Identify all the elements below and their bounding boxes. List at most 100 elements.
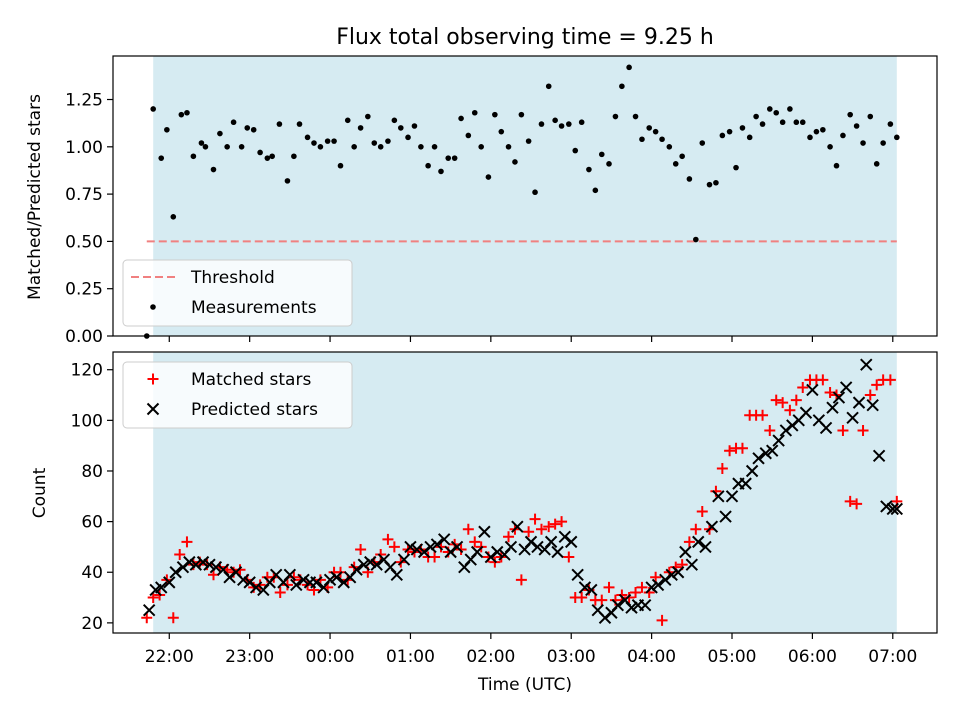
predicted-star-marker [478, 525, 491, 538]
measurement-point [733, 164, 739, 171]
legend-predicted-label: Predicted stars [191, 400, 318, 420]
x-tick-label: 22:00 [145, 647, 194, 667]
predicted-star-marker [611, 598, 625, 612]
predicted-star-marker [705, 520, 719, 533]
matched-star-marker [254, 579, 266, 591]
measurement-point [853, 123, 860, 129]
measurement-point [391, 117, 398, 124]
measurement-point [296, 121, 303, 127]
measurement-point [170, 214, 177, 220]
measurement-point [411, 123, 418, 129]
measurement-point [867, 113, 874, 120]
predicted-star-marker [685, 558, 699, 571]
measurement-point [706, 181, 713, 188]
matched-star-marker [556, 516, 568, 528]
measurement-point [578, 119, 585, 126]
measurement-point [572, 147, 579, 154]
predicted-star-marker [357, 558, 371, 571]
predicted-star-marker [430, 538, 444, 551]
legend-matched-swatch [147, 373, 159, 385]
bottom-legend-box [122, 361, 353, 429]
measurement-point [377, 144, 384, 150]
measurement-point [264, 155, 271, 161]
predicted-star-marker [410, 543, 424, 556]
measurement-point [746, 134, 753, 141]
predicted-star-marker [544, 535, 558, 549]
matched-star-marker [549, 518, 561, 530]
matched-star-marker [462, 523, 474, 535]
matched-star-marker [857, 424, 869, 436]
measurement-point [458, 115, 464, 122]
matched-star-marker [181, 536, 193, 548]
matched-star-marker [281, 579, 293, 591]
measurement-point [693, 236, 699, 243]
matched-star-marker [382, 533, 394, 545]
predicted-star-marker [880, 500, 893, 513]
measurement-point [210, 166, 217, 173]
predicted-star-marker [872, 449, 886, 463]
matched-star-marker [375, 549, 387, 561]
predicted-star-marker [511, 520, 524, 533]
predicted-star-marker [832, 391, 846, 404]
bottom-y-tick-label: 120 [71, 361, 103, 381]
measurement-point [431, 144, 438, 150]
matched-star-marker [736, 442, 748, 454]
predicted-star-marker [671, 566, 685, 579]
matched-star-marker [576, 592, 588, 604]
measurement-point [860, 140, 866, 146]
measurement-point [639, 136, 645, 143]
matched-star-marker [777, 397, 789, 409]
measurement-point [164, 126, 170, 133]
measurement-point [291, 153, 297, 160]
matched-star-marker [690, 523, 702, 535]
x-tick-label: 00:00 [306, 647, 355, 667]
predicted-star-marker [565, 535, 578, 549]
measurement-point [150, 106, 156, 112]
top-y-tick-label: 0.00 [65, 327, 103, 347]
matched-star-marker [851, 498, 863, 510]
measurement-point [713, 179, 719, 186]
matched-star-marker [616, 589, 628, 601]
matched-star-marker [535, 523, 547, 535]
top-legend-box [122, 259, 353, 327]
measurement-point [405, 134, 411, 141]
x-tick-label: 06:00 [788, 647, 837, 667]
predicted-star-marker [390, 568, 403, 581]
matched-star-marker [174, 549, 186, 561]
measurement-point [880, 140, 886, 146]
matched-star-marker [871, 379, 883, 391]
measurement-point [351, 144, 357, 150]
measurement-point [666, 144, 673, 150]
measurement-point [793, 119, 800, 126]
measurement-point [478, 144, 484, 150]
measurement-point [276, 121, 283, 127]
predicted-star-marker [826, 401, 839, 414]
predicted-star-marker [470, 545, 484, 559]
measurement-point [202, 144, 209, 150]
measurement-point [492, 111, 498, 118]
top-y-tick-label: 0.50 [65, 232, 103, 252]
measurement-point [317, 144, 324, 150]
measurement-point [672, 161, 679, 167]
measurement-point [471, 109, 478, 116]
measurement-point [773, 109, 780, 116]
measurement-point [512, 159, 518, 165]
measurement-point [311, 140, 317, 146]
measurement-point [807, 134, 813, 141]
bottom-y-tick-label: 20 [81, 614, 103, 634]
matched-star-marker [656, 614, 668, 626]
matched-star-marker [207, 569, 219, 581]
matched-star-marker [696, 505, 708, 517]
matched-star-marker [147, 592, 159, 604]
measurement-point [558, 123, 565, 129]
measurement-point [873, 161, 880, 167]
measurement-point [827, 144, 833, 150]
bottom-axes-frame [112, 351, 938, 634]
measurement-point [365, 113, 371, 120]
top-legend: Threshold Measurements [122, 259, 353, 327]
measurement-point [847, 111, 853, 118]
matched-star-marker [234, 564, 246, 576]
legend-predicted-swatch [146, 402, 160, 416]
chart-title: Flux total observing time = 9.25 h [336, 25, 714, 50]
predicted-star-marker [203, 558, 216, 571]
